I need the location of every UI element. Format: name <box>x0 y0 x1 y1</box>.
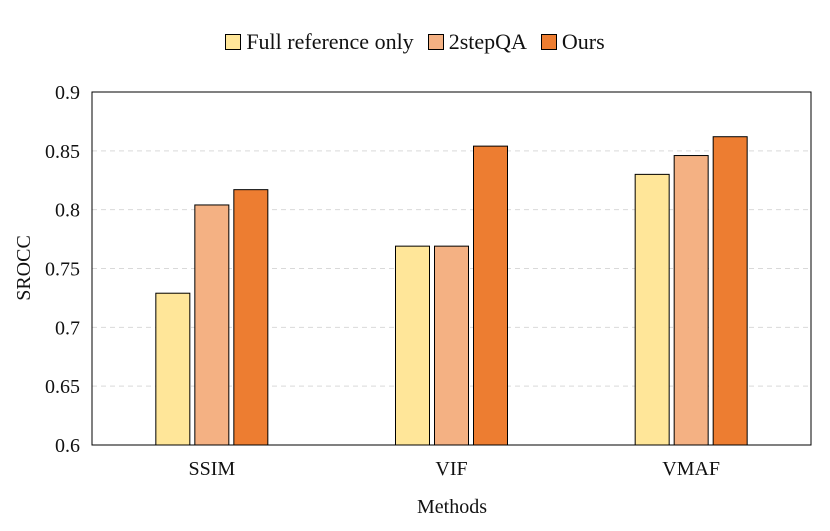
plot-area-frame <box>91 91 812 446</box>
legend-label-full-reference-only: Full reference only <box>246 29 414 54</box>
legend-swatch-2stepqa <box>427 34 444 50</box>
legend-item-full-reference-only: Full reference only <box>225 29 414 55</box>
y-axis-title: SROCC <box>13 235 35 301</box>
x-tick-label-ssim: SSIM <box>188 458 235 480</box>
y-tick-label: 0.8 <box>55 200 80 222</box>
x-axis-ticks: SSIM VIF VMAF <box>188 458 720 480</box>
bar-ssim-2stepqa <box>194 204 230 446</box>
x-tick-label-vif: VIF <box>435 458 467 480</box>
y-tick-label: 0.85 <box>45 141 80 163</box>
y-tick-label: 0.9 <box>55 82 80 104</box>
bar-vmaf-ours <box>712 136 748 446</box>
y-tick-label: 0.6 <box>55 435 80 457</box>
legend-swatch-ours <box>540 34 557 50</box>
y-axis-ticks: 0.6 0.65 0.7 0.75 0.8 0.85 0.9 <box>45 82 80 457</box>
legend: Full reference only 2stepQA Ours <box>0 29 830 55</box>
bar-ssim-full-reference-only <box>155 292 191 446</box>
x-axis-title: Methods <box>417 496 487 518</box>
bar-vif-full-reference-only <box>395 245 430 446</box>
bar-ssim-ours <box>233 189 269 446</box>
bars <box>155 136 748 446</box>
bar-vif-2stepqa <box>434 245 469 446</box>
legend-swatch-full-reference-only <box>225 34 242 50</box>
y-tick-label: 0.7 <box>55 317 80 339</box>
y-tick-label: 0.65 <box>45 376 80 398</box>
bar-vmaf-2stepqa <box>673 155 709 446</box>
bar-vmaf-full-reference-only <box>634 173 670 446</box>
y-tick-label: 0.75 <box>45 259 80 281</box>
x-tick-label-vmaf: VMAF <box>662 458 720 480</box>
legend-item-2stepqa: 2stepQA <box>427 29 527 55</box>
legend-item-ours: Ours <box>540 29 605 55</box>
bar-vif-ours <box>473 145 508 446</box>
legend-label-2stepqa: 2stepQA <box>448 29 527 54</box>
legend-label-ours: Ours <box>561 29 605 54</box>
